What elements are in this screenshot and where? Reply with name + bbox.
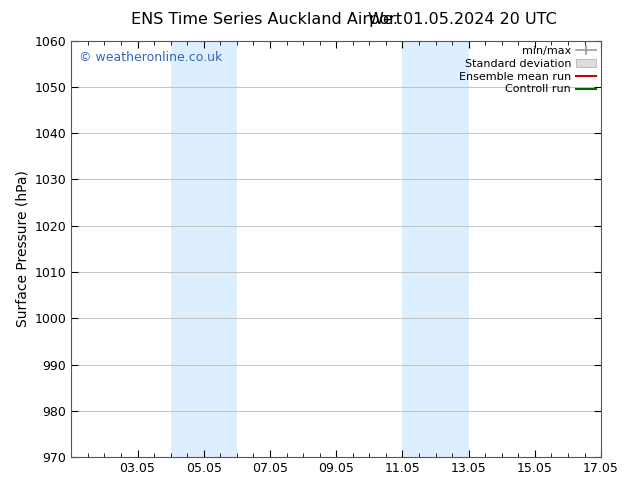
Text: © weatheronline.co.uk: © weatheronline.co.uk <box>79 51 223 64</box>
Bar <box>171 41 237 457</box>
Text: We. 01.05.2024 20 UTC: We. 01.05.2024 20 UTC <box>368 12 557 27</box>
Bar <box>436 41 469 457</box>
Y-axis label: Surface Pressure (hPa): Surface Pressure (hPa) <box>15 171 29 327</box>
Text: ENS Time Series Auckland Airport: ENS Time Series Auckland Airport <box>131 12 402 27</box>
Legend: min/max, Standard deviation, Ensemble mean run, Controll run: min/max, Standard deviation, Ensemble me… <box>456 44 598 97</box>
Bar <box>403 41 436 457</box>
